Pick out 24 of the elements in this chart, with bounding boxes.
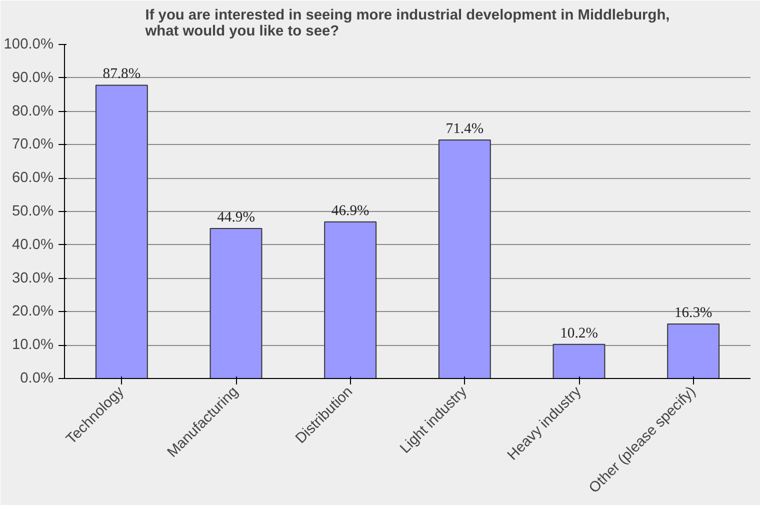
- data-label: 87.8%: [102, 66, 141, 82]
- y-tick-label: 20.0%: [12, 304, 54, 320]
- bar: [438, 140, 491, 378]
- y-tick-label: 90.0%: [12, 70, 54, 86]
- bar: [552, 344, 606, 378]
- y-tick-label: 10.0%: [12, 337, 54, 354]
- bar: [667, 324, 720, 378]
- y-tick-label: 60.0%: [12, 170, 54, 186]
- data-label: 10.2%: [560, 325, 598, 342]
- y-tick-label: 40.0%: [12, 236, 54, 253]
- y-tick-label: 30.0%: [12, 270, 54, 286]
- bar: [210, 228, 262, 378]
- y-tick-label: 70.0%: [12, 136, 54, 153]
- y-tick-label: 0.0%: [20, 370, 54, 386]
- y-tick-label: 80.0%: [12, 103, 54, 120]
- data-label: 71.4%: [446, 121, 484, 138]
- y-tick-label: 50.0%: [12, 204, 54, 220]
- data-label: 44.9%: [217, 210, 255, 226]
- data-label: 46.9%: [331, 202, 370, 219]
- y-tick-label: 100.0%: [4, 36, 54, 52]
- bar: [95, 84, 148, 378]
- data-label: 16.3%: [674, 305, 712, 322]
- bar: [324, 221, 377, 378]
- chart-title: If you are interested in seeing more industrial development in Middleburgh, what would you like to see?: [144, 8, 670, 40]
